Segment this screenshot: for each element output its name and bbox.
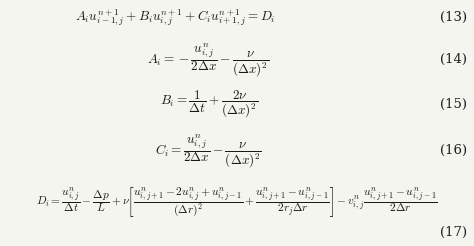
Text: (17): (17)	[440, 226, 467, 239]
Text: $A_i = -\dfrac{u_{i,j}^{n}}{2\Delta x} - \dfrac{\nu}{(\Delta x)^2}$: $A_i = -\dfrac{u_{i,j}^{n}}{2\Delta x} -…	[147, 41, 270, 77]
Text: $A_i u_{i-1,j}^{n+1} + B_i u_{i,j}^{n+1} + C_i u_{i+1,j}^{n+1} = D_i$: $A_i u_{i-1,j}^{n+1} + B_i u_{i,j}^{n+1}…	[75, 7, 276, 28]
Text: (14): (14)	[440, 53, 467, 65]
Text: $C_i = \dfrac{u_{i,j}^{n}}{2\Delta x} - \dfrac{\nu}{(\Delta x)^2}$: $C_i = \dfrac{u_{i,j}^{n}}{2\Delta x} - …	[155, 132, 262, 169]
Text: $B_i = \dfrac{1}{\Delta t} + \dfrac{2\nu}{(\Delta x)^2}$: $B_i = \dfrac{1}{\Delta t} + \dfrac{2\nu…	[160, 89, 257, 120]
Text: $D_i = \dfrac{u_{i,j}^{n}}{\Delta t} - \dfrac{\Delta p}{L} + \nu \left[\dfrac{u_: $D_i = \dfrac{u_{i,j}^{n}}{\Delta t} - \…	[36, 185, 438, 220]
Text: (16): (16)	[440, 144, 467, 156]
Text: (13): (13)	[440, 11, 467, 24]
Text: (15): (15)	[440, 98, 467, 111]
